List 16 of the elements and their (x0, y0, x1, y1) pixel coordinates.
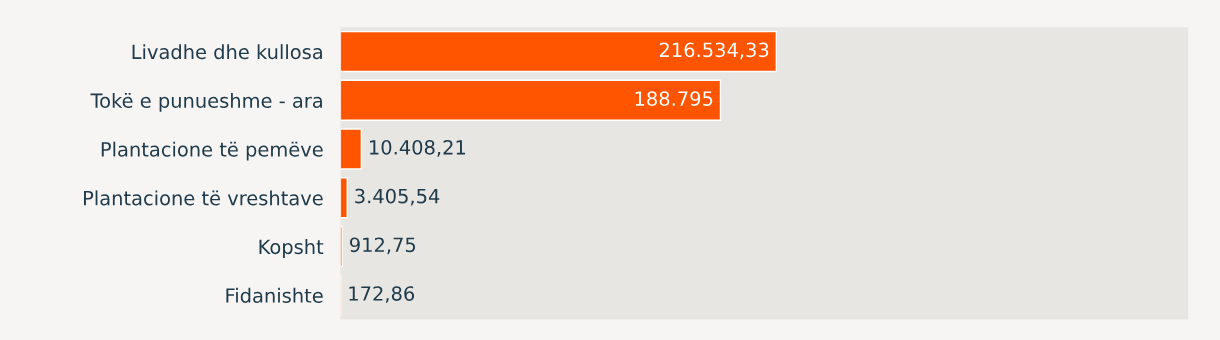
data-label: 912,75 (349, 237, 416, 255)
y-tick-label: Plantacione të vreshtave (84, 190, 323, 206)
data-label: 216.534,33 (659, 42, 769, 60)
bar (340, 79, 722, 121)
y-tick-label: Tokë e punueshme - ara (90, 92, 322, 112)
y-tick-label: Livadhe dhe kullosa (132, 44, 322, 60)
data-label: 172,86 (349, 286, 415, 303)
data-label: 10.408,21 (370, 139, 466, 157)
y-tick-label: Kopsht (259, 239, 324, 258)
y-tick-label: Plantacione të pemëve (101, 141, 323, 161)
data-label: 3.405,54 (355, 188, 440, 206)
bar (340, 30, 778, 73)
bar (340, 177, 348, 219)
data-label: 188.795 (635, 91, 713, 106)
bar (340, 128, 363, 170)
y-tick-label: Fidanishte (226, 287, 323, 303)
